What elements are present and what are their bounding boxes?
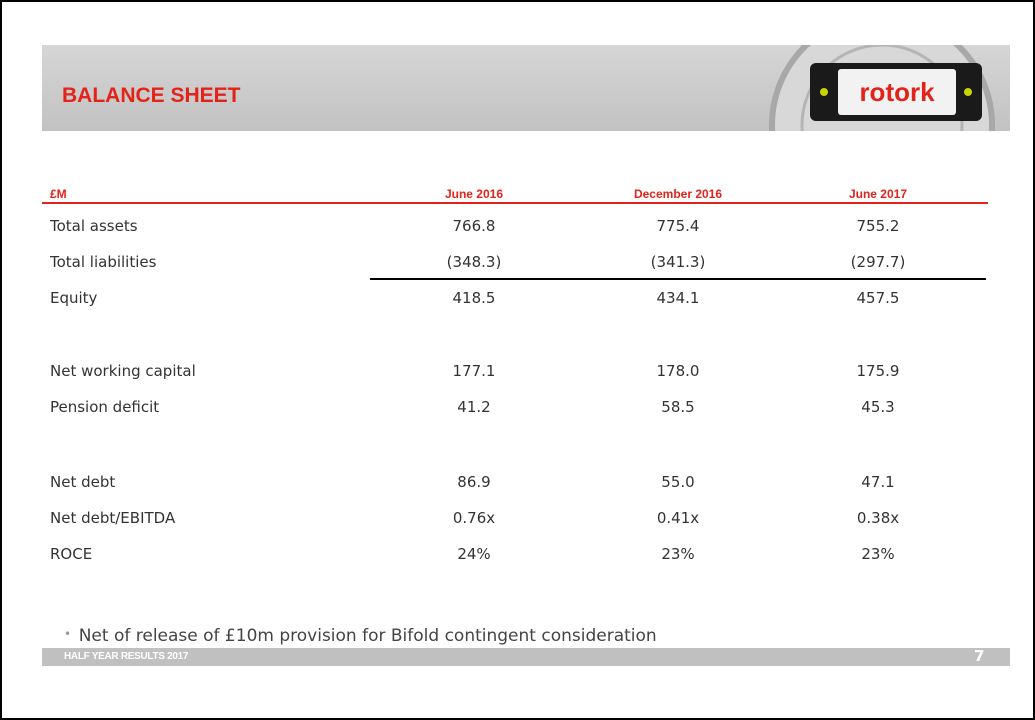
page-number: 7 bbox=[974, 647, 985, 665]
cell-value: 177.1 bbox=[452, 362, 496, 380]
cell-value: 418.5 bbox=[452, 289, 496, 307]
footer-bar bbox=[42, 648, 1010, 666]
cell-value: 41.2 bbox=[457, 398, 491, 416]
cell-value: 0.38x bbox=[856, 509, 900, 527]
cell-value: (297.7) bbox=[850, 253, 906, 271]
cell-value: 775.4 bbox=[656, 217, 700, 235]
cell-value: 178.0 bbox=[656, 362, 700, 380]
column-header: December 2016 bbox=[633, 187, 723, 201]
cell-value: 58.5 bbox=[661, 398, 695, 416]
slide-title: BALANCE SHEET bbox=[62, 84, 241, 107]
row-label: Total assets bbox=[50, 217, 138, 235]
header-rule bbox=[42, 202, 988, 204]
cell-value: 434.1 bbox=[656, 289, 700, 307]
cell-value: 23% bbox=[661, 545, 695, 563]
cell-value: 755.2 bbox=[856, 217, 900, 235]
cell-value: (341.3) bbox=[650, 253, 706, 271]
column-header: £M bbox=[50, 187, 67, 201]
row-label: Net working capital bbox=[50, 362, 196, 380]
cell-value: 47.1 bbox=[861, 473, 895, 491]
row-label: Pension deficit bbox=[50, 398, 160, 416]
row-label: Equity bbox=[50, 289, 98, 307]
cell-value: 23% bbox=[861, 545, 895, 563]
column-header: June 2017 bbox=[848, 187, 908, 201]
row-label: Net debt bbox=[50, 473, 116, 491]
row-label: ROCE bbox=[50, 545, 93, 563]
cell-value: 55.0 bbox=[661, 473, 695, 491]
bullet-text: Net of release of £10m provision for Bif… bbox=[78, 626, 657, 646]
cell-value: 86.9 bbox=[457, 473, 491, 491]
subtotal-rule bbox=[370, 278, 986, 280]
cell-value: 24% bbox=[457, 545, 491, 563]
row-label: Net debt/EBITDA bbox=[50, 509, 176, 527]
cell-value: 0.41x bbox=[656, 509, 700, 527]
cell-value: 766.8 bbox=[452, 217, 496, 235]
cell-value: 175.9 bbox=[856, 362, 900, 380]
footer-text: HALF YEAR RESULTS 2017 bbox=[64, 651, 189, 662]
logo: rotork bbox=[769, 45, 995, 131]
bullet: • Net of release of £10m provision for B… bbox=[64, 626, 657, 646]
cell-value: (348.3) bbox=[446, 253, 502, 271]
column-header: June 2016 bbox=[444, 187, 504, 201]
cell-value: 0.76x bbox=[452, 509, 496, 527]
row-label: Total liabilities bbox=[50, 253, 157, 271]
cell-value: 45.3 bbox=[861, 398, 895, 416]
logo-text: rotork bbox=[859, 77, 935, 107]
cell-value: 457.5 bbox=[856, 289, 900, 307]
